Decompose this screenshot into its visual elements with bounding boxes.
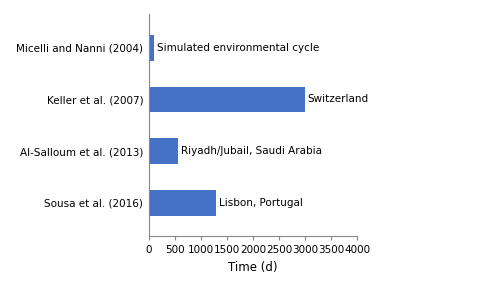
X-axis label: Time (d): Time (d)	[228, 261, 278, 274]
Bar	[149, 87, 305, 112]
Bar	[149, 190, 216, 215]
Text: Simulated environmental cycle: Simulated environmental cycle	[157, 43, 319, 53]
Text: Lisbon, Portugal: Lisbon, Portugal	[219, 198, 303, 208]
Bar	[149, 138, 178, 164]
Bar	[149, 35, 154, 61]
Text: Riyadh/Jubail, Saudi Arabia: Riyadh/Jubail, Saudi Arabia	[181, 146, 321, 156]
Text: Switzerland: Switzerland	[308, 94, 369, 105]
